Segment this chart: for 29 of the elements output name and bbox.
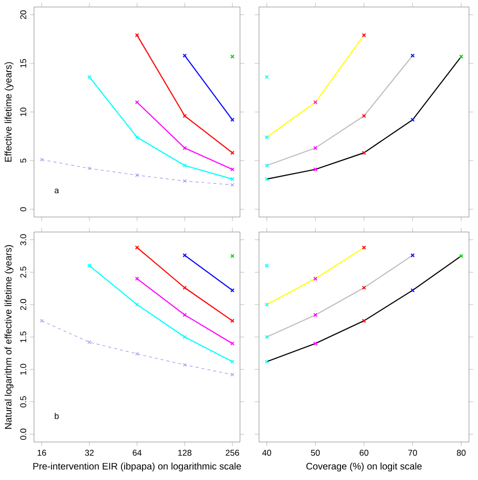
x-axis-title: Pre-intervention EIR (ibpapa) on logarithmic scale [33,462,241,472]
y-tick-label: 15 [20,59,26,68]
y-tick-label: 1.5 [20,331,26,342]
x-tick-label: 16 [38,450,46,456]
y-tick-label: 2.0 [20,299,26,310]
y-tick-label: 3.0 [20,234,26,246]
y-axis-title: Natural logarithm of effective lifetime (years) [4,245,14,429]
x-tick-label: 80 [456,450,466,456]
x-tick-label: 50 [311,450,320,456]
y-tick-label: 10 [20,108,26,116]
x-tick-label: 128 [178,450,192,456]
y-tick-label: 0.5 [20,396,26,408]
x-tick-label: 40 [262,450,272,456]
x-tick-label: 70 [408,450,417,456]
y-tick-label: 1.0 [20,364,26,375]
y-tick-label: 2.5 [20,266,26,278]
x-tick-label: 60 [360,450,368,456]
y-tick-label: 0.0 [20,428,26,440]
y-tick-label: 5 [20,158,26,163]
y-tick-label: 20 [20,10,26,20]
x-axis-title: Coverage (%) on logit scale [306,462,422,472]
x-tick-label: 32 [85,450,94,456]
x-tick-label: 256 [226,450,240,456]
y-tick-label: 0 [20,207,26,212]
annotation: a [54,188,60,194]
x-tick-label: 64 [132,450,142,456]
annotation: b [54,412,59,420]
y-axis-title: Effective lifetime (years) [4,62,14,162]
point [264,264,269,268]
